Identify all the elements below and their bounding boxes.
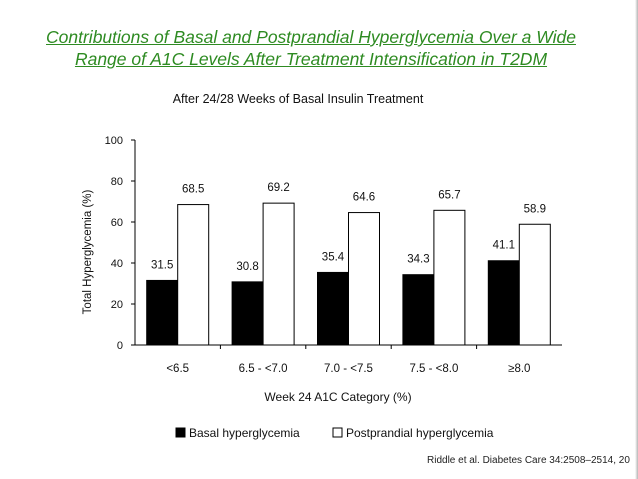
postprandial-data-label: 65.7 [438, 189, 460, 201]
y-tick-label: 0 [117, 340, 123, 352]
legend: Basal hyperglycemia Postprandial hypergly… [175, 426, 494, 440]
x-tick-label: 6.5 - <7.0 [239, 363, 288, 375]
y-axis-label: Total Hyperglycemia (%) [82, 190, 94, 315]
basal-data-label: 34.3 [407, 254, 429, 266]
y-tick-label: 60 [111, 217, 123, 229]
postprandial-data-label: 64.6 [353, 192, 375, 204]
postprandial-data-label: 58.9 [524, 203, 546, 215]
plot-area: 0 20 40 60 80 100 31.5 68.5 <6.5 30.8 69.2 6.5 - <7… [105, 135, 562, 375]
postprandial-bar [433, 209, 466, 346]
basal-data-label: 35.4 [322, 251, 345, 263]
postprandial-bar [177, 204, 210, 346]
slide-edge-shadow [635, 0, 638, 479]
y-tick-label: 40 [111, 258, 123, 270]
x-tick-label: <6.5 [166, 363, 189, 375]
y-tick-label: 20 [111, 299, 123, 311]
x-axis-label: Week 24 A1C Category (%) [264, 390, 411, 404]
slide-title-line-1: Contributions of Basal and Postprandial … [46, 27, 576, 47]
postprandial-data-label: 68.5 [182, 184, 204, 196]
chart-title: After 24/28 Weeks of Basal Insulin Treat… [173, 92, 424, 106]
y-tick-label: 100 [105, 135, 123, 147]
legend-basal-label: Basal hyperglycemia [189, 426, 300, 440]
postprandial-bar [262, 202, 295, 346]
basal-bar [146, 279, 179, 346]
basal-data-label: 30.8 [236, 261, 258, 273]
basal-bar [402, 274, 435, 346]
postprandial-bar [518, 223, 551, 346]
x-tick-label: 7.0 - <7.5 [324, 363, 373, 375]
slide-title-line-2: Range of A1C Levels After Treatment Inte… [74, 49, 548, 69]
legend-postprandial-swatch [332, 427, 343, 438]
legend-basal-swatch [175, 427, 186, 438]
x-tick-label: ≥8.0 [508, 363, 530, 375]
basal-bar [317, 271, 349, 346]
slide-title: Contributions of Basal and Postprandial … [0, 26, 622, 70]
postprandial-bar [348, 212, 380, 346]
postprandial-data-label: 69.2 [267, 182, 289, 194]
x-tick-label: 7.5 - <8.0 [409, 363, 458, 375]
basal-data-label: 31.5 [151, 259, 173, 271]
basal-data-label: 41.1 [493, 240, 515, 252]
basal-bar [231, 281, 264, 346]
legend-postprandial-label: Postprandial hyperglycemia [346, 426, 494, 440]
y-tick-label: 80 [111, 176, 123, 188]
citation: Riddle et al. Diabetes Care 34:2508–2514… [427, 455, 630, 466]
basal-bar [487, 260, 520, 346]
